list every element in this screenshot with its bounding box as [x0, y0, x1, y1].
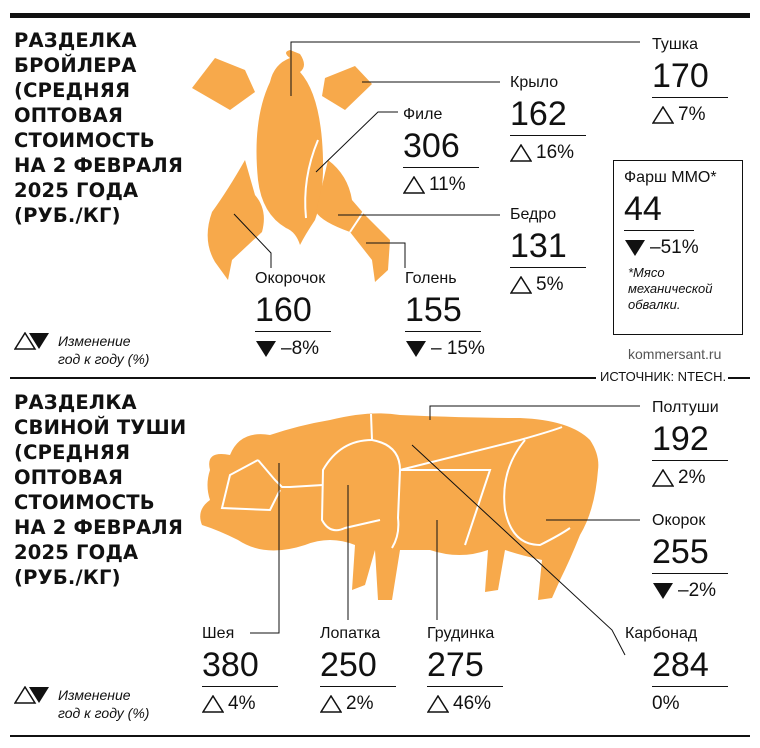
triangle-down-icon	[653, 583, 673, 599]
triangle-up-icon	[403, 176, 425, 194]
cut-change-value: 2%	[346, 693, 374, 714]
top-rule	[10, 13, 750, 18]
pig-cut-lines	[220, 413, 619, 549]
pork-legend-text: Изменение год к году (%)	[58, 687, 150, 721]
mince-item: Фарш ММО* 44 –51% *Мясо механической обв…	[624, 169, 717, 313]
cut-label: Бедро	[510, 206, 557, 223]
pork-cut-item: Грудинка 275 46%	[427, 625, 517, 715]
broiler-cut-item: Крыло 162 16%	[510, 74, 600, 164]
pork-cut-item: Полтуши 192 2%	[652, 399, 742, 489]
cut-price: 284	[652, 647, 728, 687]
cut-label: Окорок	[652, 512, 706, 529]
cut-change-value: 46%	[453, 693, 492, 714]
cut-label: Крыло	[510, 74, 559, 91]
cut-label: Лопатка	[320, 625, 381, 642]
cut-price: 306	[403, 128, 479, 168]
pig-leader-lines	[250, 405, 640, 656]
cut-change-value: 5%	[536, 274, 564, 295]
triangle-up-icon	[652, 106, 674, 124]
cut-change: 5%	[510, 274, 600, 296]
mince-label: Фарш ММО*	[624, 169, 717, 186]
cut-change: 2%	[320, 693, 410, 715]
triangle-down-icon	[406, 341, 426, 357]
cut-price: 275	[427, 647, 503, 687]
cut-change-value: 0%	[652, 693, 680, 714]
pork-cut-item: Шея 380 4%	[202, 625, 292, 715]
broiler-cut-lines	[304, 139, 369, 233]
cut-change-value: 7%	[678, 104, 706, 125]
cut-price: 192	[652, 421, 728, 461]
broiler-legend: Изменение год к году (%)	[14, 332, 149, 368]
triangle-up-icon	[510, 144, 532, 162]
mince-price: 44	[624, 191, 694, 231]
source-site[interactable]: kommersant.ru	[628, 346, 722, 362]
cut-change: 16%	[510, 142, 600, 164]
cut-change: – 15%	[405, 338, 495, 360]
cut-change: 2%	[652, 467, 742, 489]
broiler-cut-item: Бедро 131 5%	[510, 206, 600, 296]
broiler-cut-item: Филе 306 11%	[403, 106, 493, 196]
broiler-leader-lines	[233, 41, 640, 268]
cut-change: 0%	[652, 693, 745, 715]
pork-cut-item: Окорок 255 –2%	[652, 512, 742, 602]
triangle-up-icon	[427, 695, 449, 713]
cut-change: 4%	[202, 693, 292, 715]
cut-change: –2%	[652, 580, 742, 602]
triangle-up-down-icon	[14, 686, 49, 704]
cut-change: 46%	[427, 693, 517, 715]
cut-label: Шея	[202, 625, 235, 642]
pork-title: РАЗДЕЛКА СВИНОЙ ТУШИ (СРЕДНЯЯ ОПТОВАЯ СТ…	[14, 391, 187, 589]
cut-price: 250	[320, 647, 396, 687]
triangle-up-icon	[652, 469, 674, 487]
broiler-legend-text: Изменение год к году (%)	[58, 333, 150, 367]
cut-price: 255	[652, 534, 728, 574]
broiler-title: РАЗДЕЛКА БРОЙЛЕРА (СРЕДНЯЯ ОПТОВАЯ СТОИМ…	[14, 29, 184, 227]
mince-box: Фарш ММО* 44 –51% *Мясо механической обв…	[613, 160, 743, 335]
broiler-cut-item: Тушка 170 7%	[652, 36, 742, 126]
cut-label: Окорочок	[255, 270, 326, 287]
triangle-down-icon	[625, 240, 645, 256]
pork-cut-item: Карбонад 284 0%	[625, 625, 745, 715]
cut-change-value: 16%	[536, 142, 575, 163]
cut-label: Грудинка	[427, 625, 495, 642]
cut-change-value: – 15%	[431, 338, 485, 359]
cut-change-value: 2%	[678, 467, 706, 488]
triangle-up-down-icon	[14, 332, 49, 350]
pork-cut-item: Лопатка 250 2%	[320, 625, 410, 715]
broiler-carcass-illustration	[192, 50, 390, 282]
mince-change-value: –51%	[650, 237, 699, 258]
cut-change-value: 4%	[228, 693, 256, 714]
cut-label: Тушка	[652, 36, 698, 53]
bottom-rule	[10, 735, 750, 737]
cut-label: Голень	[405, 270, 457, 287]
cut-change: 7%	[652, 104, 742, 126]
triangle-up-icon	[510, 276, 532, 294]
triangle-up-icon	[202, 695, 224, 713]
cut-price: 155	[405, 292, 481, 332]
mince-change: –51%	[624, 237, 714, 259]
cut-change: 11%	[403, 174, 493, 196]
cut-label: Полтуши	[652, 399, 719, 416]
cut-price: 131	[510, 228, 586, 268]
cut-change-value: –2%	[678, 580, 717, 601]
cut-change: –8%	[255, 338, 345, 360]
cut-label: Карбонад	[625, 625, 698, 642]
cut-change-value: –8%	[281, 338, 320, 359]
pork-legend: Изменение год к году (%)	[14, 686, 149, 722]
source-text: ИСТОЧНИК: NTECH.	[596, 369, 729, 384]
cut-change-value: 11%	[429, 174, 466, 195]
section-divider	[10, 377, 750, 379]
triangle-up-icon	[320, 695, 342, 713]
cut-price: 160	[255, 292, 331, 332]
mince-footnote: *Мясо механической обвалки.	[628, 265, 713, 312]
broiler-cut-item: Голень 155 – 15%	[405, 270, 495, 360]
broiler-cut-item: Окорочок 160 –8%	[255, 270, 345, 360]
triangle-down-icon	[256, 341, 276, 357]
cut-price: 170	[652, 58, 728, 98]
cut-label: Филе	[403, 106, 443, 123]
cut-price: 162	[510, 96, 586, 136]
cut-price: 380	[202, 647, 278, 687]
